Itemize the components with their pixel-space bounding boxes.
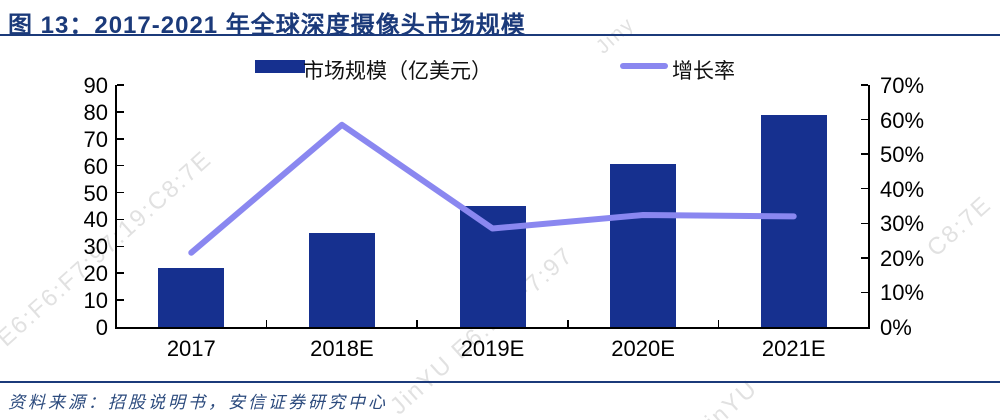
y-axis-left-tick-label: 10 (83, 288, 108, 314)
x-axis-tick (567, 320, 569, 327)
source-divider (0, 381, 1000, 383)
x-axis-tick (265, 320, 268, 327)
legend-growth-rate-swatch (620, 63, 668, 69)
x-axis-tick (416, 320, 418, 327)
x-axis-category-label: 2019E (460, 336, 525, 361)
y-axis-right-tick-label: 0% (880, 315, 912, 340)
growth-rate-line (188, 121, 797, 256)
y-axis-left-tick-label: 0 (95, 315, 108, 340)
y-axis-right-tick (861, 118, 868, 121)
y-axis-left-tick-label: 70 (83, 126, 108, 152)
y-axis-left-tick (117, 245, 124, 248)
y-axis-right-tick (861, 257, 868, 259)
y-axis-left-tick-label: 50 (83, 180, 108, 206)
legend-market-size-label: 市场规模（亿美元） (303, 60, 492, 83)
x-axis-line (115, 327, 870, 329)
y-axis-left-tick (117, 164, 124, 167)
y-axis-right-tick-label: 50% (880, 142, 925, 168)
x-axis-category-label: 2018E (310, 336, 374, 361)
y-axis-left-tick (117, 138, 124, 140)
y-axis-left-tick-label: 40 (83, 207, 108, 233)
y-axis-right-tick (861, 187, 868, 190)
y-axis-right-line (868, 85, 870, 329)
y-axis-right-tick (861, 84, 868, 86)
y-axis-right-tick (861, 291, 868, 294)
title-underline (0, 34, 1000, 36)
x-axis-category-label: 2017 (166, 336, 216, 361)
y-axis-right-tick-label: 60% (880, 107, 925, 133)
y-axis-right-tick-label: 70% (880, 73, 925, 98)
growth-rate-polyline (188, 121, 797, 256)
source-note: 资料来源：招股说明书，安信证券研究中心 (8, 393, 388, 412)
y-axis-left-tick-label: 60 (83, 153, 108, 179)
y-axis-left-tick (117, 218, 124, 221)
market-size-bar (610, 164, 677, 327)
y-axis-left-tick-label: 30 (83, 234, 108, 260)
y-axis-left-tick-label: 90 (83, 73, 108, 98)
y-axis-left-tick (117, 272, 124, 274)
y-axis-left-tick-label: 20 (83, 261, 108, 287)
market-size-bar (308, 232, 375, 327)
market-size-bar (760, 114, 827, 327)
x-axis-tick (717, 320, 720, 327)
y-axis-left-tick (117, 299, 124, 301)
y-axis-left-line (115, 85, 117, 329)
y-axis-right-tick (861, 153, 868, 155)
y-axis-left-tick (117, 84, 124, 86)
y-axis-right-tick-label: 30% (880, 211, 925, 237)
y-axis-right-tick-label: 40% (880, 176, 925, 202)
x-axis-category-label: 2020E (611, 336, 675, 361)
legend-growth-rate-label: 增长率 (672, 60, 735, 83)
y-axis-left-tick (117, 191, 124, 194)
y-axis-right-tick-label: 10% (880, 280, 925, 306)
legend-market-size-swatch (255, 60, 305, 73)
y-axis-left-tick (117, 111, 124, 113)
market-size-bar (158, 267, 225, 327)
y-axis-right-tick (861, 222, 868, 225)
x-axis-category-label: 2021E (761, 336, 826, 361)
y-axis-left-tick-label: 80 (83, 99, 108, 125)
y-axis-right-tick-label: 20% (880, 245, 925, 271)
